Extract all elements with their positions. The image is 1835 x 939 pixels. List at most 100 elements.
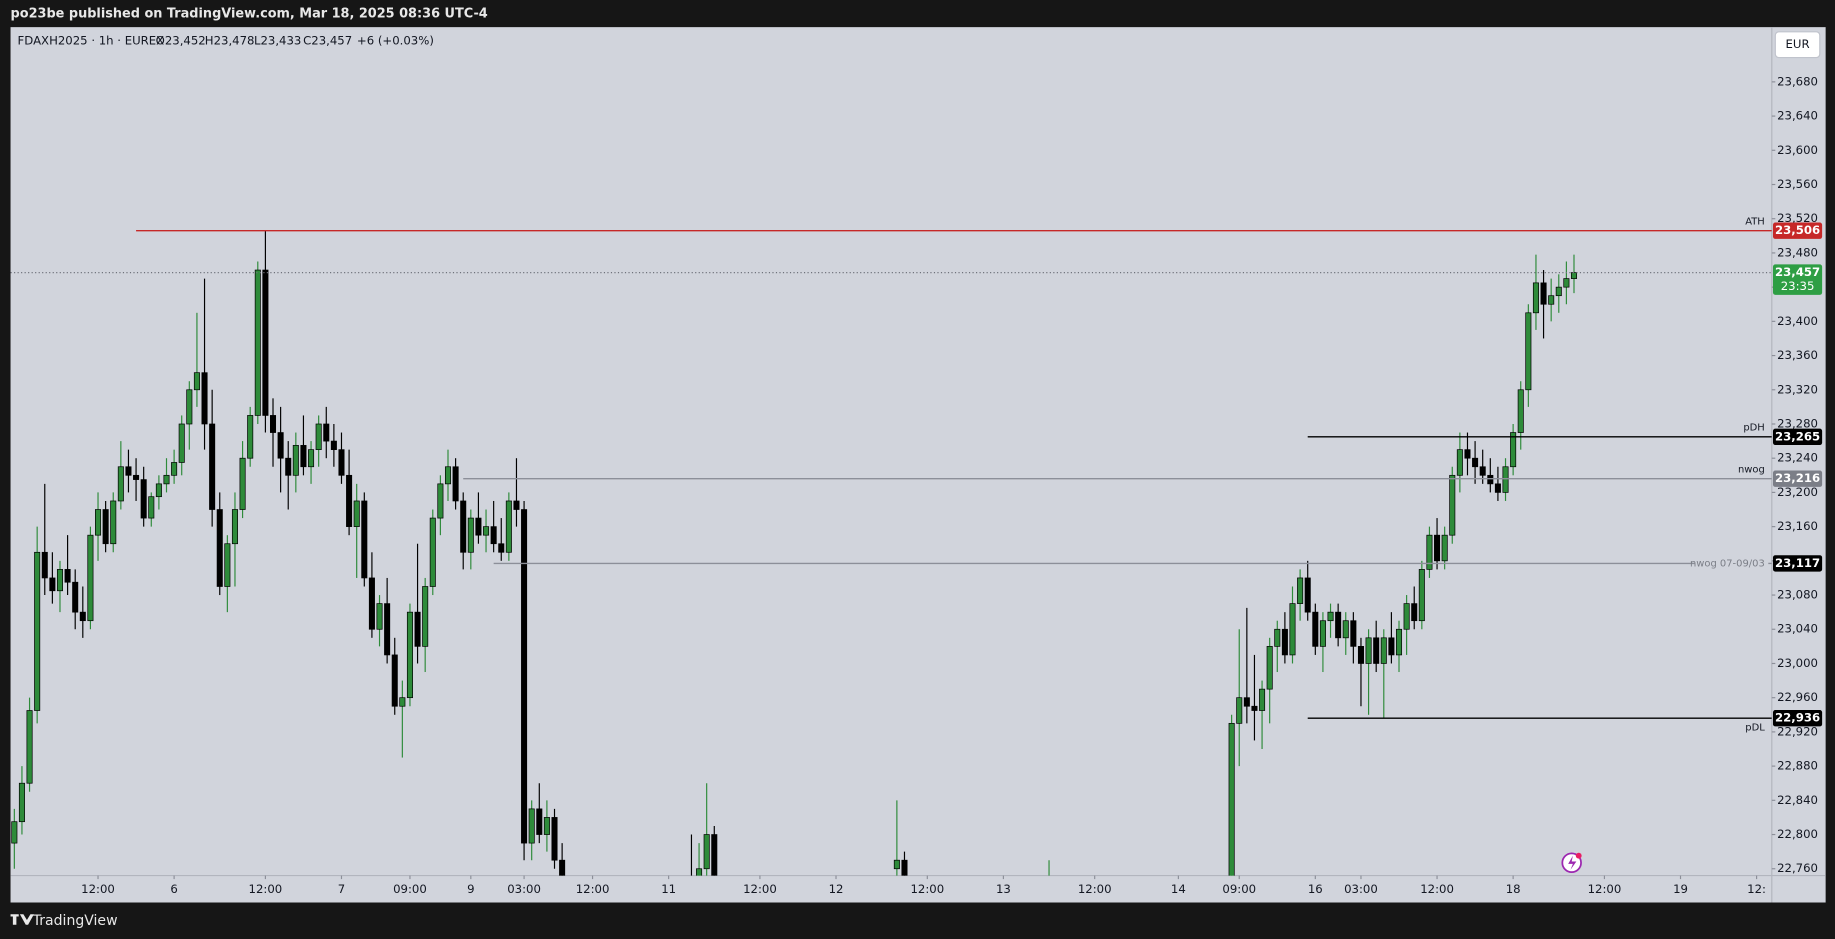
candle-body (1297, 577, 1304, 604)
candle-body (11, 821, 18, 844)
currency-button[interactable] (1774, 31, 1821, 59)
candle-body (1563, 278, 1570, 288)
candle-body (1532, 282, 1539, 314)
candle-body (133, 474, 140, 480)
level-tag (1772, 428, 1823, 446)
candle-body (391, 654, 398, 707)
candle-body (1517, 389, 1524, 433)
candle-body (513, 500, 520, 510)
y-tick-label: 23,600 (1777, 143, 1818, 157)
candle-body (1464, 449, 1471, 459)
candle-body (1319, 620, 1326, 647)
x-tick-label: 18 (1506, 882, 1521, 896)
candle-body (1479, 466, 1486, 476)
x-tick-label: 12:00 (743, 882, 777, 896)
candle-body (277, 432, 284, 459)
candle-body (1411, 603, 1418, 622)
y-tick-label: 23,240 (1777, 451, 1818, 465)
candle-body (1555, 286, 1562, 297)
x-tick-label: 12:00 (1078, 882, 1112, 896)
candle-body (262, 269, 269, 416)
currency[interactable]: EUR (1786, 37, 1810, 51)
candle-body (406, 611, 413, 699)
candle-body (353, 500, 360, 527)
x-tick-label: 12 (829, 882, 844, 896)
x-tick-label: 11 (661, 882, 676, 896)
candle-body (1281, 628, 1288, 656)
level-name: nwog (1738, 464, 1765, 475)
level-tag-label: 23,506 (1775, 223, 1820, 237)
candle-body (1266, 646, 1273, 690)
candle-body (34, 551, 41, 711)
ohlc-low: L23,433 (254, 34, 301, 48)
y-tick-label: 23,400 (1777, 314, 1818, 328)
candle-body (475, 517, 482, 536)
level-name: pDH (1743, 422, 1764, 433)
alert-bolt (1568, 855, 1577, 870)
x-tick-label: 14 (1171, 882, 1186, 896)
y-tick-label: 22,760 (1777, 861, 1818, 875)
level-name: ATH (1745, 216, 1765, 227)
candle-body (460, 500, 467, 553)
level-name-bg (1694, 556, 1769, 571)
candle-body (72, 581, 79, 613)
y-tick-label: 23,680 (1777, 74, 1818, 88)
y-tick-label: 23,000 (1777, 656, 1818, 670)
candle-body (18, 782, 25, 823)
candle-body (193, 372, 200, 391)
x-tick-label: 6 (170, 882, 177, 896)
y-tick-label: 23,280 (1777, 416, 1818, 430)
x-tick-label: 09:00 (393, 882, 427, 896)
candle-body (269, 415, 277, 433)
candle-body (1525, 312, 1532, 391)
candle-body (414, 611, 421, 647)
y-tick-label: 23,080 (1777, 588, 1818, 602)
candle-body (1548, 295, 1555, 305)
level-tag (1772, 222, 1823, 239)
ohlc-change: +6 (+0.03%) (357, 34, 434, 48)
candle-body (361, 500, 368, 579)
candle-body (551, 817, 558, 861)
symbol: FDAXH2025 · 1h · EUREX (18, 34, 165, 48)
candle-body (521, 509, 528, 844)
x-tick-label: 12:00 (910, 882, 944, 896)
candle-body (315, 423, 322, 451)
candle-body (254, 269, 261, 416)
x-tick-label: 12:00 (249, 882, 283, 896)
candle-body (467, 517, 474, 553)
candle-body (1395, 628, 1403, 656)
x-tick-label: 19 (1673, 882, 1688, 896)
candle-body (368, 577, 375, 630)
y-tick-label: 23,040 (1777, 622, 1818, 636)
last-price-tag (1772, 264, 1823, 295)
x-tick-label: 12:00 (1420, 882, 1454, 896)
y-tick-label: 22,880 (1777, 759, 1818, 773)
candle-body (148, 496, 155, 519)
candle-body (216, 509, 223, 587)
candle-body (1365, 637, 1372, 664)
candle-body (163, 474, 170, 485)
candle-body (1380, 637, 1387, 664)
candle-body (64, 569, 71, 583)
candle-body (49, 577, 56, 592)
y-tick-label: 22,800 (1777, 827, 1818, 841)
candle-body (559, 859, 566, 876)
level-tag-label: 22,936 (1775, 711, 1820, 725)
candle-body (323, 423, 330, 442)
candle-body (1487, 474, 1494, 485)
level-tag (1772, 555, 1823, 572)
candle-body (1426, 534, 1433, 570)
y-tick-label: 23,520 (1777, 211, 1818, 225)
candle-body (346, 474, 353, 527)
candle-body (452, 466, 459, 502)
candle-body (490, 526, 497, 545)
candle-body (171, 462, 178, 476)
candle-body (505, 500, 512, 553)
brand: TradingView (32, 913, 118, 929)
candle-body (1494, 483, 1501, 493)
candle-body (125, 466, 132, 476)
candle-body (79, 611, 86, 622)
brand-logo (10, 914, 34, 925)
candle-body (543, 817, 550, 835)
candle-body (1472, 457, 1479, 468)
